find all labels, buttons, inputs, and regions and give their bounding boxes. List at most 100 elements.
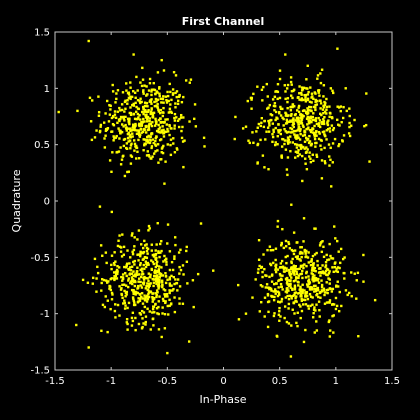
scatter-point bbox=[163, 313, 167, 316]
scatter-point bbox=[314, 117, 318, 120]
scatter-point bbox=[330, 124, 334, 127]
scatter-point bbox=[237, 318, 241, 321]
scatter-point bbox=[140, 309, 144, 313]
scatter-point bbox=[291, 118, 295, 122]
scatter-point bbox=[118, 137, 121, 140]
scatter-point bbox=[151, 300, 154, 303]
scatter-point bbox=[310, 101, 313, 104]
scatter-point bbox=[161, 284, 164, 287]
scatter-point bbox=[151, 295, 154, 299]
scatter-point bbox=[291, 257, 294, 261]
scatter-point bbox=[289, 282, 292, 285]
scatter-point bbox=[158, 255, 161, 259]
scatter-point bbox=[119, 288, 123, 291]
scatter-point bbox=[308, 288, 312, 291]
scatter-point bbox=[300, 309, 304, 313]
scatter-point bbox=[93, 136, 97, 139]
scatter-point bbox=[124, 99, 127, 102]
scatter-point bbox=[350, 124, 353, 127]
scatter-point bbox=[284, 114, 288, 117]
scatter-point bbox=[119, 109, 122, 112]
scatter-point bbox=[165, 123, 168, 126]
scatter-point bbox=[298, 291, 301, 295]
scatter-point bbox=[175, 282, 178, 285]
scatter-point bbox=[305, 255, 308, 258]
scatter-point bbox=[142, 117, 145, 121]
scatter-point bbox=[127, 119, 130, 123]
scatter-point bbox=[127, 301, 131, 305]
scatter-point bbox=[157, 287, 160, 290]
scatter-point bbox=[267, 130, 271, 133]
scatter-point bbox=[152, 284, 155, 288]
x-tick-label: 0.5 bbox=[272, 376, 288, 387]
scatter-point bbox=[138, 135, 142, 138]
scatter-point bbox=[113, 309, 117, 313]
scatter-point bbox=[286, 254, 289, 258]
scatter-point bbox=[141, 302, 145, 305]
scatter-point bbox=[298, 85, 301, 88]
scatter-point bbox=[319, 102, 323, 105]
scatter-point bbox=[143, 84, 146, 87]
scatter-point bbox=[286, 283, 289, 286]
scatter-point bbox=[331, 89, 334, 92]
scatter-point bbox=[267, 119, 270, 123]
scatter-point bbox=[165, 292, 169, 296]
scatter-point bbox=[246, 99, 249, 103]
scatter-point bbox=[147, 263, 150, 266]
scatter-point bbox=[323, 103, 327, 107]
scatter-point bbox=[137, 116, 140, 119]
scatter-point bbox=[310, 272, 313, 275]
scatter-point bbox=[301, 124, 305, 127]
scatter-point bbox=[129, 113, 133, 117]
scatter-point bbox=[161, 146, 164, 149]
scatter-point bbox=[116, 110, 120, 113]
scatter-point bbox=[148, 117, 152, 120]
scatter-point bbox=[133, 245, 136, 248]
scatter-point bbox=[158, 272, 161, 275]
scatter-point bbox=[154, 144, 158, 147]
scatter-point bbox=[136, 89, 139, 92]
scatter-point bbox=[328, 164, 331, 167]
scatter-point bbox=[314, 309, 317, 312]
scatter-point bbox=[164, 118, 167, 121]
scatter-point bbox=[142, 112, 145, 116]
scatter-point bbox=[315, 153, 318, 157]
scatter-point bbox=[105, 261, 108, 265]
scatter-point bbox=[153, 100, 156, 104]
scatter-point bbox=[107, 120, 111, 123]
scatter-point bbox=[132, 53, 135, 56]
scatter-point bbox=[112, 271, 116, 274]
scatter-point bbox=[170, 284, 173, 287]
scatter-point bbox=[260, 121, 263, 124]
scatter-point bbox=[161, 111, 164, 114]
scatter-point bbox=[305, 128, 308, 131]
scatter-point bbox=[295, 241, 298, 244]
scatter-point bbox=[158, 86, 161, 89]
scatter-point bbox=[305, 146, 308, 149]
scatter-point bbox=[126, 328, 129, 331]
scatter-point bbox=[185, 249, 188, 253]
scatter-point bbox=[137, 277, 141, 280]
scatter-point bbox=[166, 90, 169, 94]
scatter-point bbox=[132, 104, 136, 107]
scatter-point bbox=[325, 281, 328, 284]
scatter-point bbox=[286, 142, 290, 145]
scatter-point bbox=[289, 127, 292, 130]
scatter-point bbox=[274, 266, 278, 269]
scatter-point bbox=[295, 116, 299, 120]
scatter-point bbox=[96, 271, 100, 275]
scatter-point bbox=[330, 257, 333, 260]
scatter-point bbox=[336, 280, 339, 283]
scatter-point bbox=[325, 129, 329, 132]
scatter-point bbox=[145, 243, 148, 246]
scatter-point bbox=[151, 116, 155, 119]
scatter-point bbox=[277, 131, 280, 134]
scatter-point bbox=[136, 266, 139, 269]
scatter-point bbox=[136, 150, 139, 153]
scatter-point bbox=[278, 309, 281, 313]
scatter-point bbox=[268, 124, 271, 127]
scatter-point bbox=[75, 323, 78, 327]
scatter-point bbox=[304, 162, 307, 165]
scatter-point bbox=[153, 105, 157, 108]
scatter-point bbox=[257, 258, 261, 262]
